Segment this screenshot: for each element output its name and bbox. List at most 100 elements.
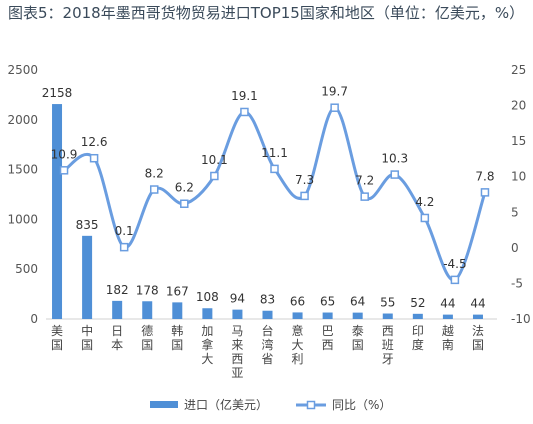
right-axis-tick: 5	[511, 205, 519, 219]
line-marker	[89, 153, 99, 163]
bar-value-label: 835	[76, 218, 99, 232]
x-category-label: 泰国	[352, 324, 364, 352]
bar	[382, 313, 393, 319]
line-marker	[390, 170, 400, 179]
bar	[262, 310, 273, 319]
line-marker	[360, 192, 369, 201]
left-axis-tick: 0	[30, 312, 38, 326]
right-axis-tick: 15	[511, 134, 526, 148]
x-category-label: 中国	[81, 323, 93, 352]
left-axis-tick: 1500	[7, 163, 38, 177]
bar-labels-layer: 2158 835 182 178 167 108 94 83 66 65 64 55 52 44 44	[42, 86, 486, 311]
line-marker	[149, 185, 159, 194]
legend-bar-swatch	[150, 401, 178, 408]
line-value-label: 8.2	[145, 167, 164, 181]
line-marker	[420, 213, 430, 223]
bar	[412, 313, 423, 319]
x-category-label: 韩国	[171, 323, 183, 352]
bar-value-label: 44	[470, 297, 485, 311]
bar	[442, 314, 453, 319]
bar-value-label: 66	[290, 294, 305, 308]
line-marker	[180, 199, 189, 208]
bars-layer	[52, 104, 483, 319]
bar-value-label: 52	[410, 296, 425, 310]
line-value-label: -4.5	[443, 257, 466, 271]
bar	[322, 312, 333, 319]
bar	[202, 308, 213, 319]
line-marker	[210, 171, 219, 181]
line-marker	[330, 103, 339, 112]
bar-value-label: 55	[380, 296, 395, 310]
bar-value-label: 94	[230, 292, 245, 306]
line-value-label: 7.2	[355, 174, 374, 188]
x-category-label: 马来西亚	[231, 324, 243, 380]
line-value-label: 10.1	[201, 153, 228, 167]
bar	[112, 300, 123, 319]
x-category-label: 意大利	[292, 323, 304, 366]
bar-value-label: 178	[136, 283, 159, 297]
line-value-label: 11.1	[261, 146, 288, 160]
yoy-line	[63, 106, 487, 282]
legend-layer: 进口（亿美元） 同比（%）	[150, 397, 391, 412]
line-value-label: 19.1	[231, 89, 258, 103]
bar-value-label: 182	[106, 283, 129, 297]
line-marker	[300, 191, 309, 201]
legend-line-label: 同比（%）	[332, 398, 391, 412]
left-axis-tick: 2000	[7, 113, 38, 127]
x-category-label: 美国	[51, 324, 63, 352]
x-category-label: 日本	[111, 324, 123, 352]
bar-value-label: 64	[350, 295, 365, 309]
line-value-label: 4.2	[415, 195, 434, 209]
bar	[352, 312, 363, 319]
line-value-label: 0.1	[115, 224, 134, 238]
line-value-label: 7.8	[475, 169, 494, 183]
line-value-label: 10.3	[381, 152, 408, 166]
bar	[142, 301, 153, 319]
x-category-label: 越南	[442, 324, 454, 352]
bar-value-label: 2158	[42, 86, 73, 100]
left-axis-tick: 1000	[7, 212, 38, 226]
right-axis-tick: 0	[511, 241, 519, 255]
x-category-label: 德国	[141, 323, 153, 352]
line-value-label: 12.6	[81, 135, 108, 149]
line-marker	[450, 275, 460, 285]
bar-value-label: 167	[166, 284, 189, 298]
line-value-label: 19.7	[321, 85, 348, 99]
right-axis-tick: 20	[511, 99, 526, 113]
line-labels-layer: 10.912.6 0.1 8.2 6.2 10.1 19.1 11.1 7.3 19.7 7.2 1…	[51, 85, 495, 271]
left-axis-tick: 500	[15, 262, 38, 276]
bar	[472, 314, 483, 319]
legend-bar-label: 进口（亿美元）	[184, 397, 268, 412]
bar-value-label: 83	[260, 293, 275, 307]
line-marker	[240, 107, 249, 117]
line-layer	[59, 103, 490, 285]
left-axis-tick: 2500	[7, 63, 38, 77]
x-category-label: 印度	[412, 324, 424, 352]
line-marker	[480, 188, 490, 197]
right-axis-tick: -10	[511, 312, 531, 326]
x-category-label: 巴西	[322, 324, 334, 352]
line-value-label: 10.9	[51, 147, 78, 161]
line-marker	[270, 164, 279, 174]
bar	[52, 104, 63, 319]
legend-line-marker	[306, 400, 316, 410]
bar-value-label: 108	[196, 290, 219, 304]
bar-value-label: 44	[440, 297, 455, 311]
right-axis-tick: -5	[511, 276, 523, 290]
bar	[82, 235, 93, 319]
chart-title: 图表5：2018年墨西哥货物贸易进口TOP15国家和地区（单位：亿美元，%）	[8, 4, 525, 22]
bar	[172, 302, 183, 319]
line-marker	[59, 166, 69, 175]
x-category-label: 加拿大	[201, 324, 213, 366]
line-marker	[119, 242, 129, 252]
bar-value-label: 65	[320, 295, 335, 309]
bar	[232, 309, 243, 319]
x-category-label: 西班牙	[382, 324, 394, 366]
right-axis-tick: 10	[511, 170, 526, 184]
line-value-label: 7.3	[295, 173, 314, 187]
x-category-label: 法国	[472, 324, 484, 352]
x-category-label: 台湾省	[261, 323, 273, 366]
